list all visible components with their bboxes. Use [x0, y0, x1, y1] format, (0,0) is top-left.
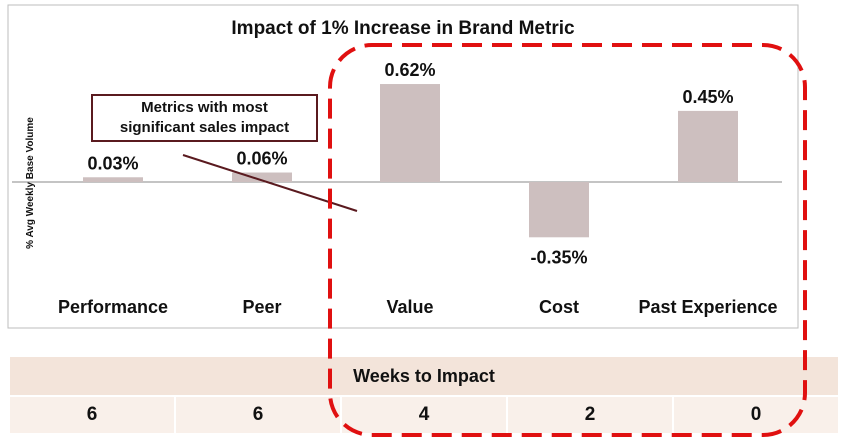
weeks-cell-performance: 6	[10, 397, 174, 433]
data-label-cost: -0.35%	[530, 247, 587, 267]
data-label-peer: 0.06%	[236, 149, 287, 169]
data-label-past-experience: 0.45%	[682, 87, 733, 107]
weeks-cell-cost: 2	[508, 397, 672, 433]
callout-line-2: significant sales impact	[119, 119, 290, 136]
weeks-cell-value: 4	[342, 397, 506, 433]
weeks-header: Weeks to Impact	[10, 357, 838, 395]
weeks-cell-peer: 6	[176, 397, 340, 433]
category-label-past-experience: Past Experience	[638, 297, 777, 317]
weeks-row: 6 6 4 2 0	[10, 397, 838, 433]
y-axis-label: % Avg Weekly Base Volume	[25, 117, 36, 249]
weeks-cell-past-experience: 0	[674, 397, 838, 433]
category-label-cost: Cost	[539, 297, 579, 317]
bar-peer	[232, 172, 292, 182]
data-label-value: 0.62%	[384, 60, 435, 80]
callout-box: Metrics with most significant sales impa…	[91, 94, 318, 142]
category-label-peer: Peer	[242, 297, 281, 317]
bar-performance	[83, 177, 143, 182]
category-label-value: Value	[386, 297, 433, 317]
category-label-performance: Performance	[58, 297, 168, 317]
chart-title: Impact of 1% Increase in Brand Metric	[231, 18, 575, 39]
bar-value	[380, 84, 440, 182]
weeks-to-impact-table: Weeks to Impact 6 6 4 2 0	[10, 357, 838, 433]
bar-cost	[529, 182, 589, 238]
callout-line-1: Metrics with most	[141, 99, 268, 116]
bar-past-experience	[678, 110, 738, 182]
data-label-performance: 0.03%	[87, 153, 138, 173]
